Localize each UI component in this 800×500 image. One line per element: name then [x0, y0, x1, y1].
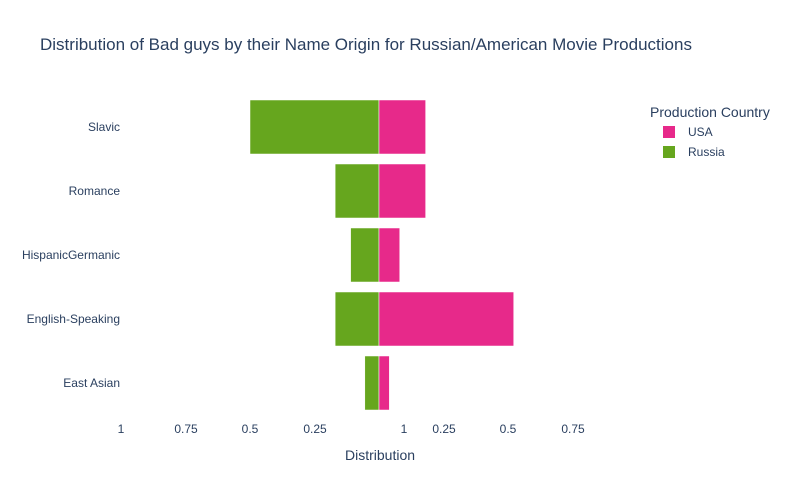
x-axis-title: Distribution — [345, 447, 415, 463]
bar-russia-romance[interactable] — [334, 163, 380, 219]
legend-title: Production Country — [650, 104, 770, 120]
y-tick-label-hispanicgermanic: HispanicGermanic — [22, 248, 120, 262]
bar-usa-romance[interactable] — [378, 163, 426, 219]
bar-russia-english-speaking[interactable] — [334, 291, 380, 347]
legend-item-usa[interactable]: USA — [663, 125, 713, 139]
x-tick-label: 0.75 — [561, 422, 585, 436]
bar-usa-east-asian[interactable] — [378, 355, 390, 411]
x-tick-label: 0.25 — [303, 422, 327, 436]
bars — [249, 99, 514, 411]
bar-usa-slavic[interactable] — [378, 99, 426, 155]
x-tick-label: 0.5 — [242, 422, 259, 436]
legend: Production Country USA Russia — [650, 104, 770, 159]
legend-swatch-russia — [663, 146, 675, 158]
x-tick-labels: 1 0.75 0.5 0.25 1 0.25 0.5 0.75 — [118, 422, 585, 436]
legend-item-russia[interactable]: Russia — [663, 145, 725, 159]
x-tick-label: 1 — [118, 422, 125, 436]
x-tick-label: 0.5 — [500, 422, 517, 436]
y-tick-label-romance: Romance — [69, 184, 121, 198]
y-tick-label-east-asian: East Asian — [63, 376, 120, 390]
x-tick-label: 1 — [401, 422, 408, 436]
y-tick-labels: Slavic Romance HispanicGermanic English-Spe… — [22, 120, 120, 390]
chart-title: Distribution of Bad guys by their Name O… — [40, 35, 692, 54]
legend-swatch-usa — [663, 126, 675, 138]
bar-usa-english-speaking[interactable] — [378, 291, 514, 347]
y-tick-label-english-speaking: English-Speaking — [27, 312, 120, 326]
bar-usa-hispanicgermanic[interactable] — [378, 227, 400, 283]
x-tick-label: 0.75 — [174, 422, 198, 436]
y-tick-label-slavic: Slavic — [88, 120, 120, 134]
bar-russia-hispanicgermanic[interactable] — [350, 227, 380, 283]
legend-label-usa: USA — [688, 125, 713, 139]
legend-label-russia: Russia — [688, 145, 725, 159]
x-tick-label: 0.25 — [432, 422, 456, 436]
bar-russia-east-asian[interactable] — [364, 355, 380, 411]
bar-russia-slavic[interactable] — [249, 99, 380, 155]
